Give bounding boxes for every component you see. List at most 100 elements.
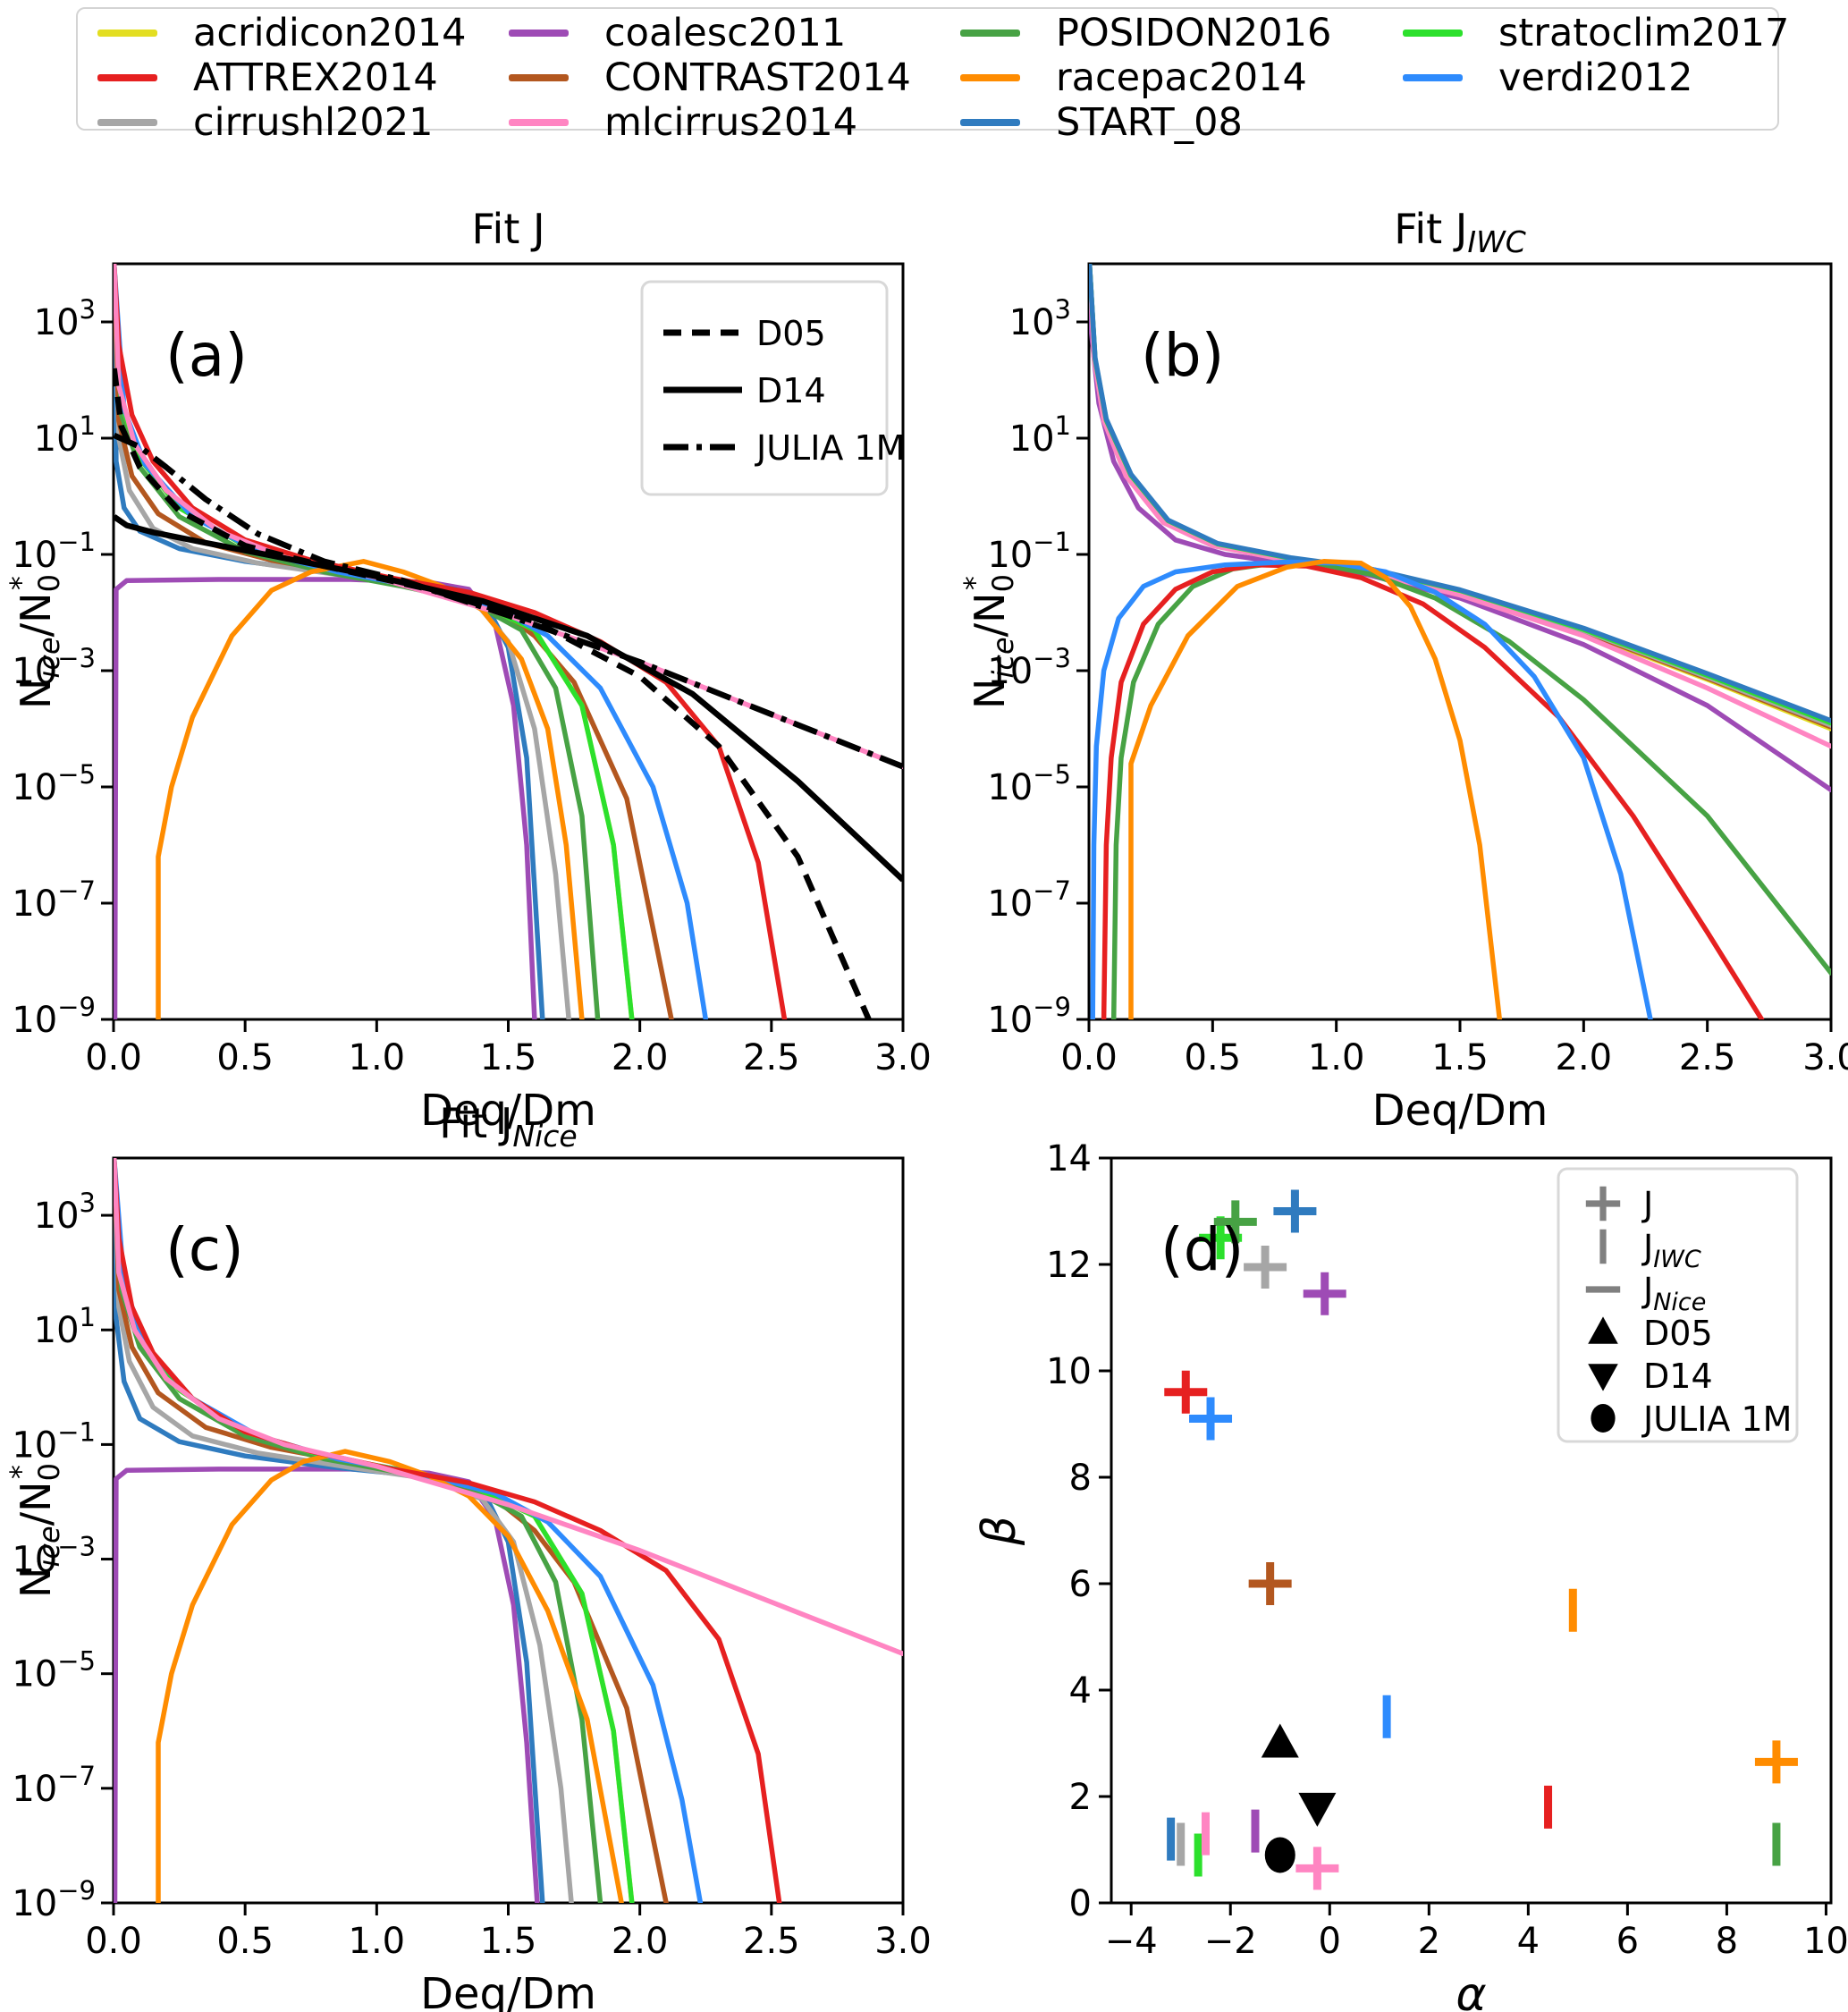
panel-c-xlabel: Deq/Dm — [420, 1969, 596, 2012]
panel-d-xlabel: α — [1456, 1968, 1486, 2012]
series-c-mlcirrus2014 — [114, 1158, 903, 1657]
ref-legend-label-D14: D14 — [756, 371, 826, 410]
legend-marker-triangle-up — [1588, 1316, 1618, 1344]
svg-text:2.5: 2.5 — [743, 1037, 800, 1078]
panel-a-legend: D05 D14 JULIA 1M — [640, 280, 905, 496]
legend-item-coalesc2011: coalesc2011 — [509, 11, 960, 55]
svg-text:103: 103 — [1009, 294, 1071, 343]
svg-text:2.5: 2.5 — [743, 1921, 800, 1962]
svg-text:8: 8 — [1069, 1458, 1092, 1499]
svg-text:0.5: 0.5 — [216, 1037, 274, 1078]
svg-text:1.5: 1.5 — [480, 1921, 537, 1962]
legend-swatch-cirrushl2021 — [97, 119, 157, 126]
series-b-POSIDON2016 — [1110, 561, 1831, 1019]
panel-d-ticks: −4 −2 0 2 4 6 8 10 0 2 4 6 8 10 12 14 — [1046, 1138, 1848, 1962]
legend-label: ATTREX2014 — [193, 55, 438, 100]
series-b-verdi2012 — [1090, 559, 1653, 1019]
svg-text:0.0: 0.0 — [85, 1037, 142, 1078]
panel-d-ylabel: β — [973, 1516, 1026, 1546]
svg-text:12: 12 — [1046, 1245, 1092, 1286]
svg-text:101: 101 — [1009, 410, 1071, 460]
svg-text:10−3: 10−3 — [987, 643, 1071, 692]
marker-J-racepac2014 — [1754, 1740, 1798, 1784]
panel-a-ticks: 0.0 0.5 1.0 1.5 2.0 2.5 3.0 103 101 10−1 10−3 10−5 1… — [12, 294, 931, 1078]
legend-marker-circle — [1591, 1404, 1616, 1433]
legend-swatch-racepac2014 — [960, 74, 1020, 81]
svg-text:10−9: 10−9 — [12, 992, 96, 1041]
marker-ref-D14 — [1298, 1792, 1337, 1827]
svg-text:3.0: 3.0 — [1802, 1037, 1848, 1078]
svg-text:0: 0 — [1069, 1883, 1092, 1924]
marker-J-verdi2012 — [1189, 1397, 1233, 1441]
svg-text:10−5: 10−5 — [987, 759, 1071, 808]
panel-d-label: (d) — [1160, 1215, 1244, 1284]
legend-label: coalesc2011 — [604, 11, 847, 55]
legend-marker-triangle-down — [1588, 1364, 1618, 1391]
legend-swatch-CONTRAST2014 — [509, 74, 569, 81]
marker-ref-JULIA_1M — [1264, 1837, 1295, 1873]
panel-b-title: Fit JIWC — [1394, 205, 1526, 259]
ref-line-a-D14 — [114, 514, 903, 883]
marker-ref-D05 — [1261, 1723, 1299, 1758]
panel-b: Fit JIWC 0.0 0.5 1.0 1.5 2.0 2.5 3.0 103 101 10−1 1… — [987, 205, 1848, 1136]
svg-text:2.5: 2.5 — [1679, 1037, 1736, 1078]
svg-text:−2: −2 — [1204, 1921, 1257, 1962]
svg-text:0: 0 — [1319, 1921, 1341, 1962]
svg-text:3.0: 3.0 — [874, 1037, 932, 1078]
panel-a-label: (a) — [165, 321, 248, 390]
svg-text:1.0: 1.0 — [349, 1037, 406, 1078]
legend-item-ATTREX2014: ATTREX2014 — [97, 55, 509, 100]
legend-item-START_08: START_08 — [960, 100, 1403, 145]
svg-text:10−7: 10−7 — [12, 1761, 96, 1810]
marker-J-CONTRAST2014 — [1248, 1562, 1292, 1605]
marker-J-mlcirrus2014 — [1295, 1847, 1339, 1890]
marker-J-cirrushl2021 — [1244, 1245, 1287, 1289]
legend-label: stratoclim2017 — [1498, 11, 1790, 55]
panel-c-series — [114, 1158, 903, 1903]
d-legend-label-D14: D14 — [1643, 1357, 1713, 1396]
svg-text:2: 2 — [1418, 1921, 1440, 1962]
svg-text:10−5: 10−5 — [12, 759, 96, 808]
panel-a: Fit J 0.0 0.5 1.0 1.5 2.0 2.5 3.0 103 101 10−1 10−3… — [12, 205, 931, 1136]
ref-legend-label-D05: D05 — [756, 314, 826, 353]
d-legend-label-D05: D05 — [1643, 1314, 1713, 1353]
legend-swatch-POSIDON2016 — [960, 30, 1020, 37]
svg-text:1.5: 1.5 — [480, 1037, 537, 1078]
legend-item-stratoclim2017: stratoclim2017 — [1403, 11, 1789, 55]
panel-b-series — [1089, 264, 1831, 1019]
svg-text:103: 103 — [34, 1188, 96, 1237]
panel-d-markers — [1164, 1189, 1798, 1890]
svg-text:−4: −4 — [1105, 1921, 1158, 1962]
svg-text:1.0: 1.0 — [349, 1921, 406, 1962]
panel-d-axes — [1110, 1156, 1833, 1905]
panel-b-label: (b) — [1141, 321, 1224, 390]
legend-swatch-stratoclim2017 — [1403, 30, 1463, 37]
panel-b-ticks: 0.0 0.5 1.0 1.5 2.0 2.5 3.0 103 101 10−1 10−3 10−5 1… — [987, 294, 1848, 1078]
svg-text:101: 101 — [34, 1302, 96, 1351]
d-legend-label-JULIA 1M: JULIA 1M — [1641, 1399, 1792, 1439]
svg-text:10−3: 10−3 — [12, 1532, 96, 1581]
panel-a-ylabel: Nice/N0* — [4, 574, 66, 709]
svg-text:8: 8 — [1716, 1921, 1738, 1962]
legend-label: verdi2012 — [1498, 55, 1693, 100]
svg-text:10−1: 10−1 — [12, 1416, 96, 1466]
series-c-racepac2014 — [156, 1449, 624, 1903]
svg-text:1.5: 1.5 — [1431, 1037, 1489, 1078]
legend-label: cirrushl2021 — [193, 100, 434, 145]
legend-item-racepac2014: racepac2014 — [960, 55, 1403, 100]
legend-item-CONTRAST2014: CONTRAST2014 — [509, 55, 960, 100]
legend-item-POSIDON2016: POSIDON2016 — [960, 11, 1403, 55]
legend-label: START_08 — [1056, 100, 1243, 145]
panel-a-title: Fit J — [471, 205, 544, 253]
svg-text:3.0: 3.0 — [874, 1921, 932, 1962]
svg-text:10−7: 10−7 — [987, 875, 1071, 925]
svg-text:10: 10 — [1803, 1921, 1848, 1962]
svg-text:10−1: 10−1 — [987, 527, 1071, 576]
legend-label: mlcirrus2014 — [604, 100, 858, 145]
svg-text:0.0: 0.0 — [1060, 1037, 1118, 1078]
panel-b-ylabel: Nice/N0* — [958, 574, 1020, 709]
svg-text:0.5: 0.5 — [1185, 1037, 1242, 1078]
marker-J-POSIDON2016 — [1213, 1200, 1257, 1244]
